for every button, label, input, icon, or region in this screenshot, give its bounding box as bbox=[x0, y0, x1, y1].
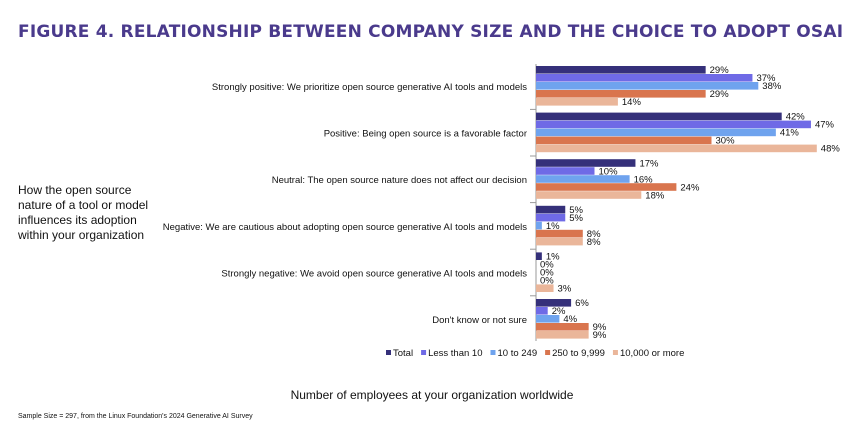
data-label: 0% bbox=[540, 276, 554, 287]
bar bbox=[536, 144, 817, 153]
data-label: 3% bbox=[558, 284, 572, 295]
legend-swatch bbox=[386, 350, 391, 355]
bar bbox=[536, 74, 753, 82]
data-label: 38% bbox=[762, 81, 782, 92]
legend-label: Less than 10 bbox=[428, 348, 482, 359]
bar bbox=[536, 175, 630, 183]
data-label: 2% bbox=[552, 306, 566, 317]
data-label: 1% bbox=[546, 221, 560, 232]
data-label: 10% bbox=[599, 166, 619, 177]
bar bbox=[536, 315, 560, 323]
data-label: 5% bbox=[569, 213, 583, 224]
data-label: 41% bbox=[780, 128, 800, 139]
bar bbox=[536, 90, 706, 98]
legend-swatch bbox=[545, 350, 551, 355]
bar bbox=[536, 82, 759, 90]
data-label: 29% bbox=[710, 65, 730, 76]
bar bbox=[536, 159, 636, 167]
data-label: 30% bbox=[716, 136, 736, 147]
category-label: Strongly positive: We prioritize open so… bbox=[212, 82, 527, 93]
category-label: Negative: We are cautious about adopting… bbox=[163, 222, 527, 233]
bar bbox=[536, 299, 572, 307]
bar bbox=[536, 120, 811, 129]
x-axis-caption: Number of employees at your organization… bbox=[290, 388, 574, 402]
bar bbox=[536, 331, 589, 339]
chart-title: FIGURE 4. RELATIONSHIP BETWEEN COMPANY S… bbox=[18, 22, 844, 42]
data-label: 0% bbox=[540, 260, 554, 271]
x-axis-caption-wrap: Number of employees at your organization… bbox=[0, 388, 864, 402]
bar bbox=[536, 128, 776, 137]
bar bbox=[536, 183, 677, 191]
bar bbox=[536, 284, 554, 292]
bar bbox=[536, 221, 542, 230]
bar bbox=[536, 136, 712, 145]
bar bbox=[536, 66, 706, 74]
legend-swatch bbox=[421, 350, 427, 355]
bar bbox=[536, 112, 782, 121]
bar bbox=[536, 167, 595, 175]
data-label: 6% bbox=[575, 298, 589, 309]
y-axis-caption: How the open source nature of a tool or … bbox=[18, 183, 149, 242]
bar bbox=[536, 323, 589, 331]
bar bbox=[536, 191, 642, 199]
bar bbox=[536, 237, 583, 246]
bar bbox=[536, 307, 548, 315]
bar bbox=[536, 252, 542, 260]
category-label: Neutral: The open source nature does not… bbox=[272, 175, 527, 186]
data-label: 9% bbox=[593, 330, 607, 341]
data-label: 47% bbox=[815, 120, 835, 131]
legend-label: 250 to 9,999 bbox=[552, 348, 605, 359]
data-label: 24% bbox=[680, 182, 700, 193]
bar bbox=[536, 205, 566, 214]
data-label: 42% bbox=[786, 112, 806, 123]
category-label: Positive: Being open source is a favorab… bbox=[324, 129, 527, 140]
data-label: 18% bbox=[645, 190, 665, 201]
legend-label: 10,000 or more bbox=[620, 348, 684, 359]
data-label: 16% bbox=[634, 174, 654, 185]
legend-label: 10 to 249 bbox=[497, 348, 537, 359]
bar bbox=[536, 98, 618, 106]
data-label: 8% bbox=[587, 237, 601, 248]
data-label: 8% bbox=[587, 229, 601, 240]
bar bbox=[536, 229, 583, 238]
data-label: 1% bbox=[546, 252, 560, 263]
category-label: Strongly negative: We avoid open source … bbox=[221, 268, 527, 279]
data-label: 4% bbox=[563, 314, 577, 325]
legend-swatch bbox=[490, 350, 496, 355]
bar bbox=[536, 213, 566, 222]
data-label: 9% bbox=[593, 322, 607, 333]
data-label: 14% bbox=[622, 97, 642, 108]
category-label: Don't know or not sure bbox=[432, 315, 527, 326]
data-label: 37% bbox=[756, 73, 776, 84]
data-label: 48% bbox=[821, 144, 841, 155]
data-label: 5% bbox=[569, 205, 583, 216]
data-label: 29% bbox=[710, 89, 730, 100]
sample-size-note: Sample Size = 297, from the Linux Founda… bbox=[18, 413, 253, 420]
legend-label: Total bbox=[393, 348, 413, 359]
data-label: 0% bbox=[540, 268, 554, 279]
legend-swatch bbox=[612, 350, 618, 355]
data-label: 17% bbox=[639, 158, 659, 169]
